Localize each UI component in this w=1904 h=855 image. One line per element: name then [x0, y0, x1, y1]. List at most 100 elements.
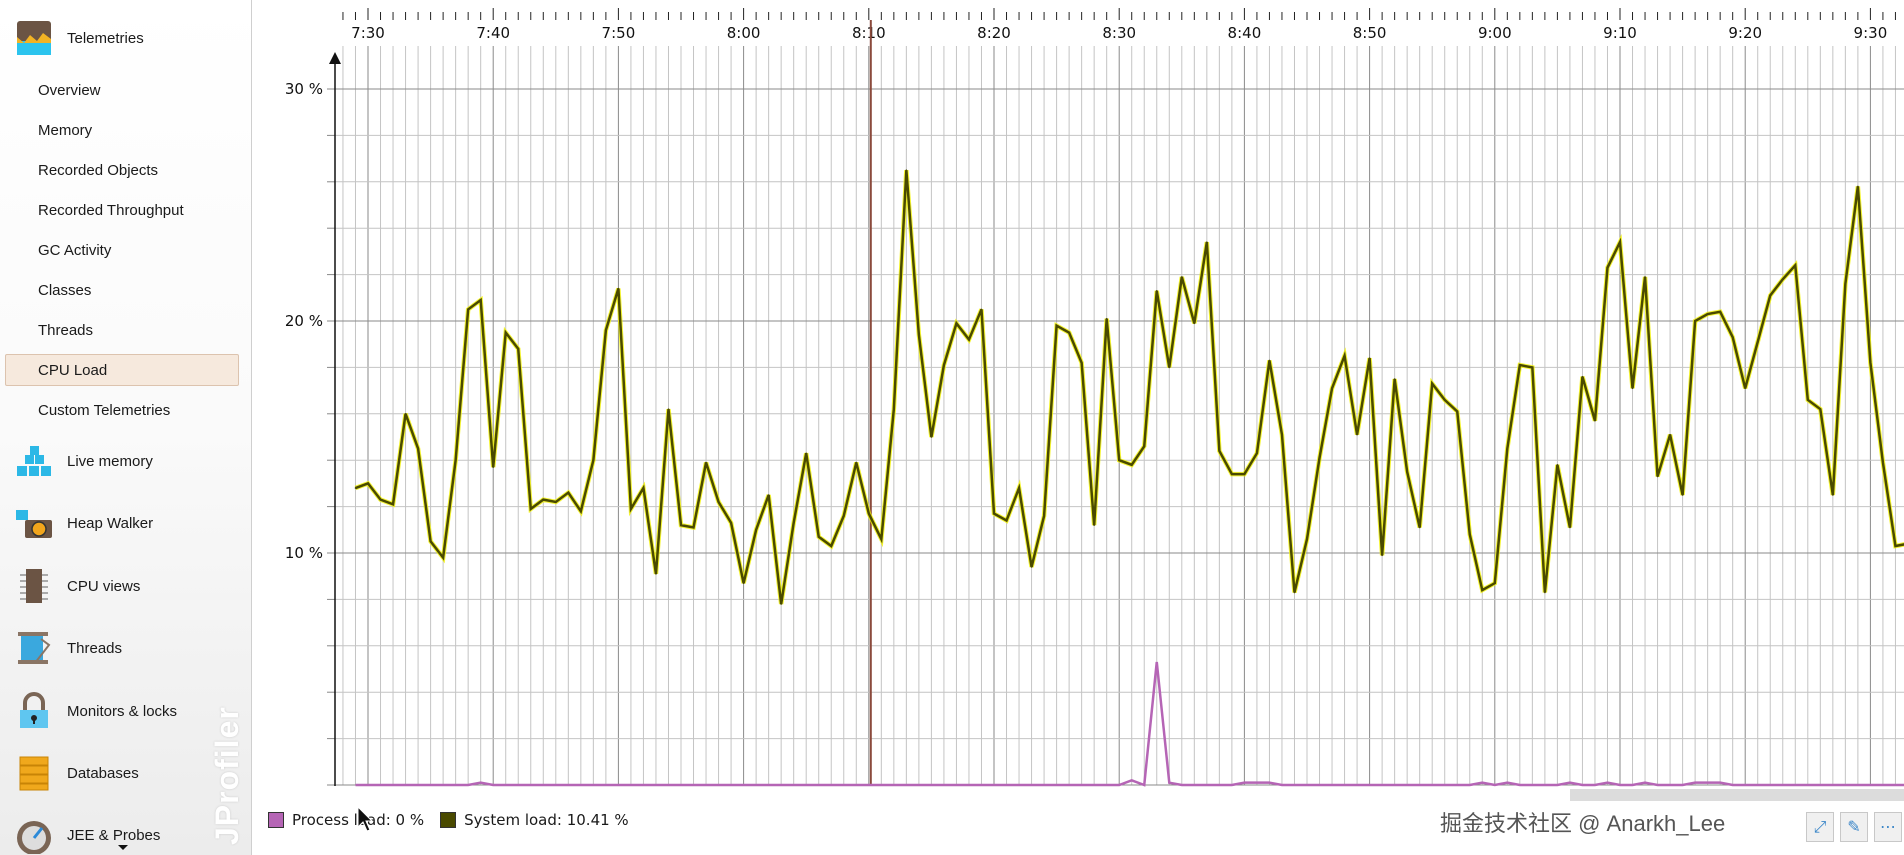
sidebar-item-label: Recorded Objects	[38, 161, 159, 179]
sidebar-item-classes[interactable]: Classes	[5, 274, 239, 306]
system-load-point	[1268, 359, 1271, 362]
sidebar-item-label: Custom Telemetries	[38, 401, 171, 419]
system-load-point	[1719, 310, 1721, 313]
sidebar-section-live-memory[interactable]: Live memory	[0, 441, 200, 481]
system-load-point	[404, 413, 407, 415]
system-load-point	[667, 408, 670, 410]
system-load-point	[1631, 387, 1634, 390]
system-load-point	[1894, 545, 1897, 547]
sidebar-item-memory[interactable]: Memory	[5, 114, 239, 146]
system-load-point	[792, 522, 795, 524]
system-load-point	[1418, 526, 1421, 529]
sidebar-section-telemetries[interactable]: Telemetries	[0, 18, 200, 58]
system-load-point	[1857, 185, 1859, 188]
sidebar-item-label: CPU Load	[38, 361, 108, 379]
zoom-fit-button[interactable]: ⤢	[1806, 812, 1834, 842]
system-load-point	[1406, 471, 1408, 473]
system-load-point	[542, 498, 545, 501]
system-load-point	[1769, 294, 1772, 297]
more-button[interactable]: ⋯	[1874, 812, 1902, 842]
system-load-point	[1807, 399, 1809, 401]
system-load-point	[1619, 241, 1621, 243]
system-load-point	[479, 299, 482, 301]
telemetries-icon	[17, 21, 51, 55]
legend-item-system-load[interactable]: System load: 10.41 %	[440, 811, 629, 829]
system-load-point	[805, 452, 807, 455]
system-load-point	[1669, 433, 1671, 436]
sidebar-item-recorded-objects[interactable]: Recorded Objects	[5, 154, 239, 186]
system-load-point	[1118, 459, 1120, 462]
system-load-point	[417, 447, 419, 450]
system-load-point	[567, 491, 570, 494]
system-load-point	[993, 512, 995, 515]
cpu-views-icon	[20, 569, 48, 603]
system-load-point	[767, 494, 770, 496]
heap-walker-icon	[16, 510, 52, 538]
edit-button[interactable]: ✎	[1840, 812, 1868, 842]
system-load-point	[680, 524, 682, 526]
sidebar-item-threads[interactable]: Threads	[5, 314, 239, 346]
sidebar-item-custom-telemetries[interactable]: Custom Telemetries	[5, 394, 239, 426]
horizontal-scrollbar[interactable]	[1570, 789, 1904, 801]
legend-item-process-load[interactable]: Process load: 0 %	[268, 811, 424, 829]
system-load-point	[1030, 566, 1033, 568]
system-load-point	[529, 508, 532, 510]
system-load-point	[1594, 419, 1596, 422]
system-load-point	[1206, 241, 1208, 243]
system-load-line	[355, 170, 1904, 605]
system-load-point	[517, 348, 520, 350]
sidebar-section-monitors-locks[interactable]: Monitors & locks	[0, 691, 200, 731]
system-load-point	[1882, 461, 1884, 464]
sidebar-section-heap-walker[interactable]: Heap Walker	[0, 503, 200, 543]
system-load-point	[1256, 452, 1258, 455]
sidebar-section-databases[interactable]: Databases	[0, 753, 200, 793]
series-group	[354, 169, 1904, 787]
mouse-cursor-icon	[357, 806, 373, 832]
system-load-point	[730, 522, 732, 524]
system-load-point	[1093, 524, 1095, 526]
system-load-point	[1731, 336, 1734, 339]
x-tick-label: 8:10	[852, 24, 886, 42]
scroll-down-arrow-icon[interactable]	[118, 845, 128, 850]
system-load-point	[1644, 276, 1646, 278]
system-load-point	[580, 510, 582, 513]
system-load-point	[467, 308, 469, 311]
system-load-point	[1130, 464, 1133, 466]
system-load-point	[442, 556, 444, 559]
sidebar-item-gc-activity[interactable]: GC Activity	[5, 234, 239, 266]
y-axis-arrow-icon	[329, 52, 341, 64]
x-tick-label: 8:20	[977, 24, 1011, 42]
sidebar-section-jee-probes[interactable]: JEE & Probes	[0, 815, 200, 855]
system-load-point	[492, 466, 495, 468]
system-load-point	[1331, 387, 1333, 390]
x-tick-label: 9:10	[1603, 24, 1637, 42]
system-load-point	[1468, 533, 1471, 536]
sidebar-section-cpu-views[interactable]: CPU views	[0, 566, 200, 606]
sidebar-item-recorded-throughput[interactable]: Recorded Throughput	[5, 194, 239, 226]
process-load-swatch	[268, 812, 284, 828]
threads-icon	[18, 632, 51, 664]
sidebar-section-threads[interactable]: Threads	[0, 628, 200, 668]
system-load-point	[705, 461, 707, 464]
system-load-point	[429, 540, 432, 543]
system-load-point	[1606, 266, 1609, 269]
system-load-point	[1443, 399, 1446, 401]
system-load-point	[905, 169, 908, 171]
sidebar-item-overview[interactable]: Overview	[5, 74, 239, 106]
system-load-point	[1368, 357, 1371, 359]
sidebar-item-label: Recorded Throughput	[38, 201, 184, 219]
system-load-line-glow	[354, 170, 1904, 605]
system-load-point	[642, 487, 645, 489]
y-tick-label: 20 %	[285, 312, 323, 330]
system-load-point	[1656, 475, 1659, 478]
system-load-point	[1155, 290, 1158, 292]
sidebar-item-cpu-load[interactable]: CPU Load	[5, 354, 239, 386]
system-load-point	[1218, 450, 1221, 452]
system-load-point	[817, 535, 820, 538]
system-load-point	[1869, 361, 1872, 364]
sidebar-item-label: GC Activity	[38, 241, 112, 259]
system-load-point	[1756, 341, 1759, 343]
system-load-point	[1531, 366, 1534, 369]
live-memory-icon	[17, 446, 51, 476]
legend-system-label: System load: 10.41 %	[464, 811, 629, 829]
